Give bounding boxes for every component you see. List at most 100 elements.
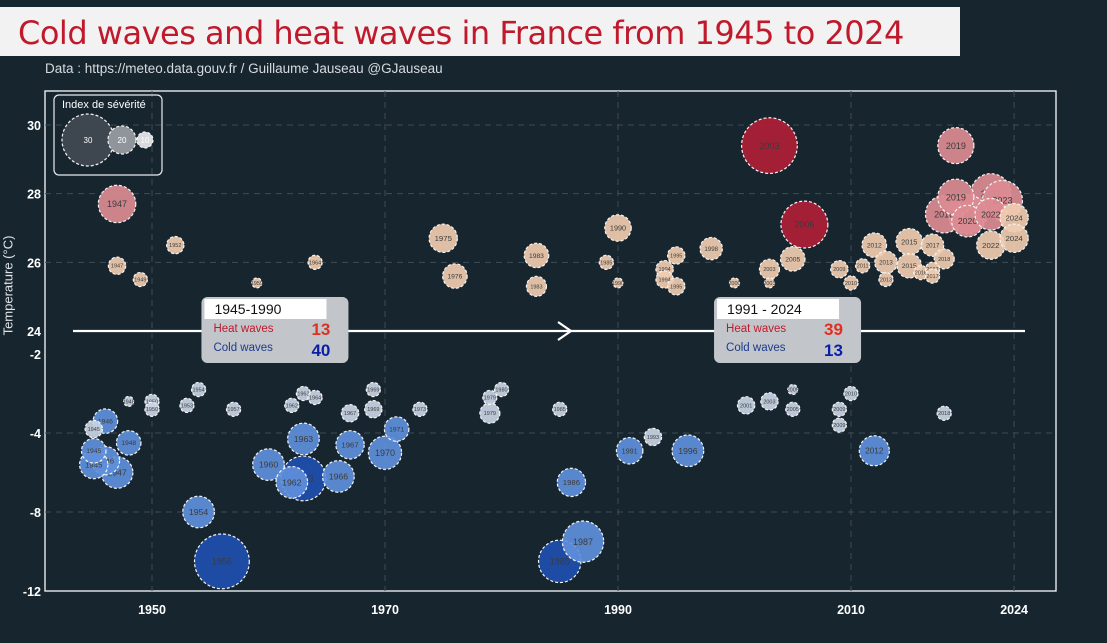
cold-wave-bubble	[225, 401, 242, 417]
bubble-year-label: 1967	[341, 441, 358, 450]
bubble-year-label: 1994	[658, 267, 670, 273]
cold-wave-bubble	[80, 437, 107, 464]
bubble-year-label: 1983	[530, 284, 542, 290]
cold-wave-bubble	[643, 427, 663, 447]
bubble-year-label: 1969	[367, 387, 379, 393]
bubble-year-label: 1948	[123, 399, 135, 405]
bubble-year-label: 1983	[529, 253, 544, 260]
heat-wave-bubble	[780, 200, 829, 249]
cold-wave-bubble	[365, 381, 382, 398]
heat-wave-bubble	[728, 277, 741, 289]
cold-wave-bubble	[556, 467, 587, 498]
cold-wave-bubble	[182, 495, 216, 529]
heat-waves-label: Heat waves	[726, 323, 786, 335]
bubble-year-label: 2003	[763, 267, 775, 273]
bubble-year-label: 2010	[845, 391, 857, 397]
bubble-year-label: 1987	[573, 537, 593, 547]
bubble-year-label: 1953	[181, 403, 193, 409]
bubble-year-label: 2019	[946, 141, 966, 151]
heat-wave-bubble	[699, 236, 723, 261]
chart-title: Cold waves and heat waves in France from…	[18, 14, 904, 52]
cold-wave-bubble	[367, 435, 403, 470]
bubble-year-label: 2024	[1005, 234, 1023, 243]
bubble-year-label: 1985	[550, 557, 570, 567]
bubble-year-label: 2009	[833, 407, 845, 413]
bubble-year-label: 1967	[344, 411, 356, 417]
bubble-year-label: 1985	[600, 260, 612, 266]
heat-wave-bubble	[666, 246, 686, 265]
bubble-year-label: 1956	[212, 557, 232, 567]
cold-wave-bubble	[383, 416, 410, 442]
bubble-year-label: 1962	[282, 477, 301, 487]
bubble-year-label: 1994	[658, 277, 670, 283]
y-tick-label: -8	[30, 506, 41, 520]
heat-wave-bubble	[830, 259, 849, 279]
heat-wave-bubble	[666, 277, 686, 296]
bubble-year-label: 2019	[946, 192, 966, 202]
bubble-year-label: 1945	[85, 460, 102, 469]
y-tick-label: 30	[27, 119, 41, 133]
x-tick-label: 2010	[837, 603, 865, 617]
bubble-year-label: 1998	[704, 246, 718, 253]
heat-wave-bubble	[523, 242, 550, 269]
summary-panel: 1945-1990 Heat waves 13 Cold waves 40	[201, 297, 349, 363]
bubble-year-label: 2017	[926, 242, 940, 249]
cold-wave-bubble	[843, 385, 859, 402]
bubble-year-label: 1996	[678, 446, 697, 456]
bubble-year-label: 1945	[88, 427, 100, 433]
bubble-year-label: 1949	[134, 277, 146, 283]
bubble-year-label: 1973	[414, 407, 426, 413]
heat-wave-bubble	[933, 248, 955, 270]
summary-panel-header	[717, 299, 840, 319]
heat-wave-bubble	[97, 184, 137, 224]
heat-waves-count: 39	[824, 320, 843, 339]
bubble-year-label: 2003	[759, 141, 779, 151]
x-tick-label: 1990	[604, 603, 632, 617]
title-box: Cold waves and heat waves in France from…	[0, 7, 960, 56]
bubble-year-label: 1960	[259, 460, 278, 470]
bubble-year-label: 2022	[981, 209, 1000, 219]
heat-wave-bubble	[937, 126, 975, 165]
cold-wave-bubble	[252, 448, 285, 482]
bubble-year-label: 2018	[938, 257, 950, 263]
cold-wave-bubble	[736, 396, 756, 415]
bubble-year-label: 2001	[740, 403, 752, 409]
legend-title: Index de sévérité	[62, 99, 146, 111]
bubble-year-label: 1966	[329, 471, 348, 481]
bubble-year-label: 1954	[189, 507, 208, 517]
bubble-year-label: 1991	[622, 446, 638, 455]
cold-waves-series: 1956196319851987197019471954196319601962…	[79, 381, 952, 590]
bubble-year-label: 1945	[86, 448, 101, 455]
bubble-year-label: 2013	[880, 277, 892, 283]
bubble-year-label: 1947	[107, 468, 126, 478]
bubble-year-label: 2006	[794, 220, 814, 230]
arrow-head-icon	[557, 321, 573, 341]
cold-wave-bubble	[144, 401, 160, 417]
bubble-year-label: 1957	[227, 407, 239, 413]
heat-wave-bubble	[843, 275, 859, 291]
heat-wave-bubble	[307, 254, 323, 271]
cold-wave-bubble	[858, 435, 890, 467]
cold-wave-bubble	[493, 381, 510, 398]
bubble-year-label: 1970	[375, 448, 395, 458]
heat-wave-bubble	[741, 117, 798, 175]
bubble-year-label: 1985	[554, 407, 566, 413]
bubble-year-label: 1993	[647, 435, 659, 441]
bubble-year-label: 2023	[992, 196, 1012, 206]
bubble-year-label: 1947	[111, 264, 123, 270]
legend-bubble	[107, 125, 137, 155]
bubble-year-label: 1964	[309, 260, 321, 266]
bubble-year-label: 1975	[435, 234, 452, 243]
legend-size-label: 10	[141, 136, 150, 145]
heat-waves-series: 2003 2006 2022 2023 2020 1947 2018 2019 2019 20 20…	[97, 117, 1029, 297]
bubble-year-label: 2018	[938, 411, 950, 417]
bubble-year-label: 1948	[121, 440, 136, 447]
heat-wave-bubble	[107, 256, 127, 276]
cold-wave-bubble	[412, 401, 428, 417]
cold-wave-bubble	[561, 520, 605, 563]
bubble-year-label: 1946	[98, 419, 113, 426]
bubble-year-label: 2012	[865, 447, 884, 456]
y-tick-label: -4	[30, 427, 41, 441]
